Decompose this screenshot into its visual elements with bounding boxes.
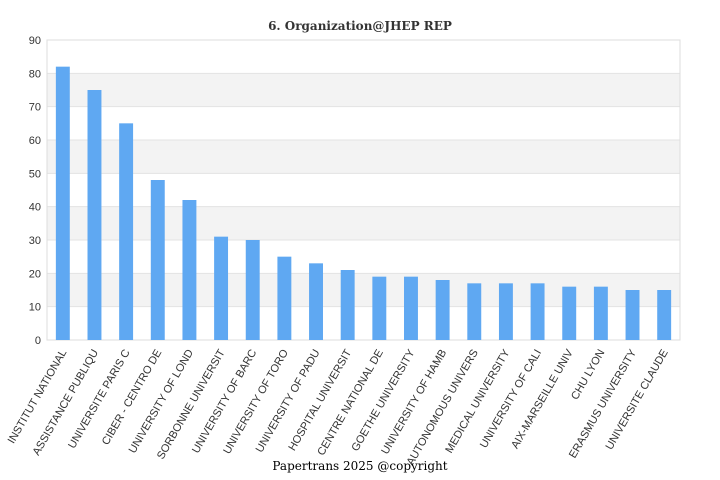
plot-border: [46, 39, 681, 341]
x-tick-label: UNIVERSITE CLAUDE: [604, 348, 671, 452]
y-tick-label: 50: [29, 168, 41, 180]
y-tick-label: 90: [29, 35, 41, 47]
y-tick-label: 10: [29, 302, 41, 314]
bar: [214, 236, 229, 340]
bar: [277, 256, 292, 340]
y-tick-label: 80: [29, 68, 41, 80]
bar: [309, 263, 323, 340]
bar: [404, 276, 418, 340]
grid-bands: [47, 73, 680, 307]
bar: [372, 276, 387, 340]
y-tick-label: 40: [29, 202, 41, 214]
chart-title: 6. Organization@JHEP REP: [268, 19, 452, 33]
bar: [182, 200, 197, 340]
x-tick-label: INSTITUT NATIONAL: [6, 348, 70, 446]
x-tick-label: UNIVERSITE PARIS C: [66, 347, 133, 450]
bar: [498, 283, 513, 340]
y-tick-label: 0: [35, 335, 41, 347]
bar: [467, 283, 482, 340]
y-tick-label: 70: [29, 102, 41, 114]
bar: [625, 290, 640, 340]
bar: [245, 240, 260, 340]
x-tick-label: CIBER - CENTRO DE: [100, 348, 164, 448]
bar: [562, 286, 577, 340]
y-axis-ticks: 0 10 20 30 40 50 60 70 80 90: [29, 35, 41, 347]
bar: [150, 180, 165, 340]
grid-band: [47, 73, 680, 107]
bar: [657, 290, 672, 340]
grid-band: [47, 140, 680, 174]
grid-band: [47, 206, 680, 240]
x-tick-label: UNIVERSITY OF CALI: [478, 348, 544, 451]
y-tick-label: 20: [29, 268, 41, 280]
bar: [435, 280, 450, 340]
bar: [340, 270, 355, 340]
y-tick-label: 60: [29, 135, 41, 147]
bar: [530, 283, 545, 340]
bar: [119, 123, 134, 340]
bar: [87, 90, 102, 340]
bar: [593, 286, 608, 340]
y-tick-label: 30: [29, 235, 41, 247]
bar: [55, 66, 70, 341]
bars: [55, 66, 672, 341]
copyright-footer: Papertrans 2025 @copyright: [272, 459, 447, 473]
x-tick-label: AIX-MARSEILLE UNIV: [509, 347, 576, 451]
grid-band: [47, 273, 680, 307]
